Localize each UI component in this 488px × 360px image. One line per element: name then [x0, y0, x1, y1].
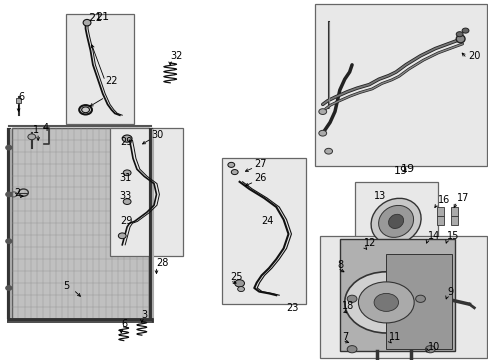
Text: 26: 26: [254, 173, 266, 183]
Circle shape: [373, 293, 398, 311]
Text: 9: 9: [447, 287, 453, 297]
Text: 8: 8: [337, 260, 343, 270]
Circle shape: [344, 272, 427, 333]
Ellipse shape: [378, 206, 413, 237]
Circle shape: [6, 192, 12, 197]
Bar: [354, 182, 437, 254]
Text: 27: 27: [254, 159, 266, 169]
Text: 19: 19: [400, 164, 414, 174]
Text: 19: 19: [393, 166, 407, 176]
Circle shape: [123, 199, 131, 204]
Text: 17: 17: [456, 193, 468, 203]
Text: 14: 14: [427, 231, 439, 241]
Circle shape: [415, 295, 425, 302]
Circle shape: [6, 145, 12, 150]
Text: 3: 3: [142, 310, 148, 320]
Text: 7: 7: [342, 332, 348, 342]
Circle shape: [237, 287, 244, 292]
Ellipse shape: [83, 19, 91, 26]
Text: 13: 13: [373, 191, 386, 201]
Text: 18: 18: [342, 301, 354, 311]
Circle shape: [425, 346, 434, 353]
Circle shape: [346, 295, 356, 302]
Text: 21: 21: [95, 12, 109, 22]
Text: 2: 2: [15, 188, 21, 198]
Circle shape: [318, 130, 326, 136]
Circle shape: [28, 134, 36, 140]
Ellipse shape: [388, 214, 403, 229]
Circle shape: [346, 346, 356, 353]
Circle shape: [6, 286, 12, 290]
Text: 6: 6: [19, 92, 25, 102]
Circle shape: [324, 148, 332, 154]
Text: 29: 29: [120, 216, 132, 226]
Text: 5: 5: [63, 281, 70, 291]
Text: 21: 21: [88, 13, 102, 23]
Text: 23: 23: [285, 303, 298, 313]
Bar: [450, 207, 457, 216]
Bar: [12, 128, 149, 319]
Text: 30: 30: [151, 130, 163, 140]
Text: 15: 15: [447, 231, 459, 241]
Circle shape: [455, 32, 462, 37]
Text: 33: 33: [120, 191, 132, 201]
Text: 11: 11: [388, 332, 400, 342]
Bar: [436, 207, 443, 216]
Circle shape: [461, 28, 468, 33]
Circle shape: [231, 170, 238, 175]
Text: 25: 25: [229, 272, 242, 282]
Ellipse shape: [455, 35, 464, 43]
Bar: [339, 239, 454, 351]
Bar: [386, 254, 451, 349]
Circle shape: [358, 282, 413, 323]
Bar: [16, 98, 21, 103]
Bar: [450, 216, 457, 225]
Bar: [110, 128, 183, 256]
Bar: [436, 216, 443, 225]
Text: 6: 6: [121, 319, 127, 329]
Text: 16: 16: [437, 195, 449, 205]
Text: 22: 22: [105, 76, 118, 86]
Circle shape: [123, 170, 131, 176]
Circle shape: [318, 109, 326, 114]
Text: 1: 1: [33, 125, 40, 135]
Bar: [222, 158, 305, 304]
Text: 4: 4: [43, 123, 49, 133]
Bar: [320, 236, 486, 358]
Bar: [66, 14, 134, 124]
Text: 28: 28: [156, 258, 168, 268]
Text: 32: 32: [170, 51, 182, 61]
Text: 20: 20: [468, 51, 480, 61]
Circle shape: [118, 233, 126, 239]
Text: 24: 24: [261, 216, 273, 226]
Circle shape: [6, 239, 12, 243]
Circle shape: [122, 135, 132, 142]
Bar: [315, 4, 486, 166]
Text: 31: 31: [120, 173, 132, 183]
Text: 10: 10: [427, 342, 439, 352]
Circle shape: [81, 107, 89, 113]
Text: 12: 12: [364, 238, 376, 248]
Text: 29: 29: [120, 137, 132, 147]
Circle shape: [227, 162, 234, 167]
Ellipse shape: [370, 198, 420, 244]
Circle shape: [234, 280, 244, 287]
